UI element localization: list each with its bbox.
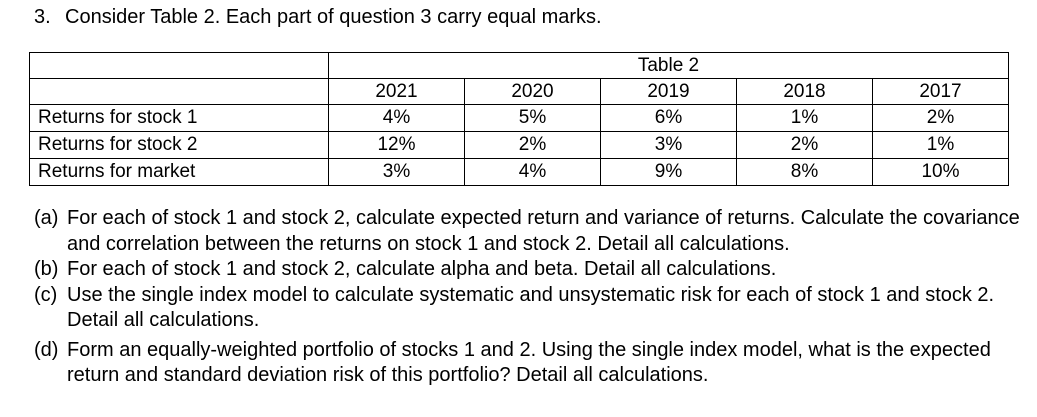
part-text: For each of stock 1 and stock 2, calcula… [67,207,1020,255]
part-tag: (d) [34,338,59,361]
table-cell: 10% [872,158,1009,186]
table-cell: 3% [600,131,737,159]
table-cell: 6% [600,104,737,132]
table-cell: 1% [872,131,1009,159]
question-part: (a) For each of stock 1 and stock 2, cal… [34,206,1024,257]
year-header: 2018 [736,78,873,105]
question-part: (d) Form an equally-weighted portfolio o… [34,338,1024,389]
row-label: Returns for market [29,158,329,186]
question-heading: 3. Consider Table 2. Each part of questio… [34,5,602,29]
part-text: Use the single index model to calculate … [67,283,995,332]
question-part: (c) Use the single index model to calcul… [34,283,1024,334]
table-caption-blank-cell [29,52,329,79]
row-label: Returns for stock 2 [29,131,329,159]
returns-table: Table 2 2021 2020 2019 2018 2017 Returns… [29,52,1009,186]
year-header: 2021 [328,78,465,105]
part-tag: (c) [34,283,58,306]
table-cell: 4% [328,104,465,132]
table-cell: 5% [464,104,601,132]
table-cell: 12% [328,131,465,159]
row-label: Returns for stock 1 [29,104,329,132]
question-parts-list: (a) For each of stock 1 and stock 2, cal… [34,206,1024,389]
question-text: Consider Table 2. Each part of question … [65,6,602,28]
part-text: Form an equally-weighted portfolio of st… [67,338,991,387]
table-cell: 4% [464,158,601,186]
table-row: Returns for market 3% 4% 9% 8% 10% [29,158,1009,186]
part-tag: (b) [34,258,59,280]
table-cell: 2% [736,131,873,159]
question-part: (b) For each of stock 1 and stock 2, cal… [34,257,1024,283]
table-row: Returns for stock 1 4% 5% 6% 1% 2% [29,104,1009,132]
question-number: 3. [34,6,51,28]
part-tag: (a) [34,207,59,229]
table-cell: 1% [736,104,873,132]
table-cell: 8% [736,158,873,186]
table-row: Returns for stock 2 12% 2% 3% 2% 1% [29,131,1009,159]
year-header: 2017 [872,78,1009,105]
table-cell: 2% [464,131,601,159]
table-cell: 3% [328,158,465,186]
year-header: 2020 [464,78,601,105]
year-header-blank-cell [29,78,329,105]
table-cell: 2% [872,104,1009,132]
year-header: 2019 [600,78,737,105]
table-caption: Table 2 [328,52,1009,79]
table-cell: 9% [600,158,737,186]
part-text: For each of stock 1 and stock 2, calcula… [67,258,777,280]
